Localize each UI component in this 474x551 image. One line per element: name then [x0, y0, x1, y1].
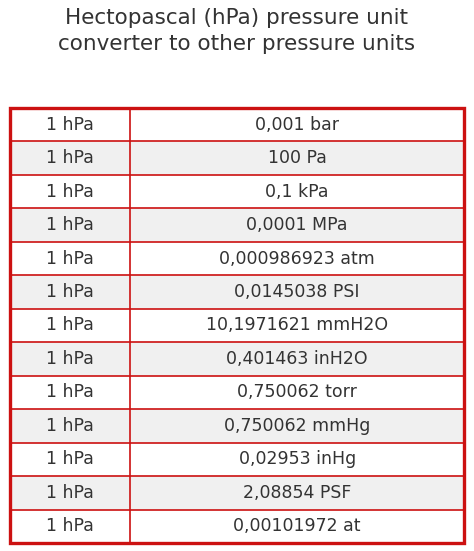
- Text: 1 hPa: 1 hPa: [46, 216, 94, 234]
- Text: 0,0001 MPa: 0,0001 MPa: [246, 216, 348, 234]
- Text: 0,001 bar: 0,001 bar: [255, 116, 339, 134]
- Bar: [10, 309, 464, 342]
- Bar: [10, 376, 464, 409]
- Text: 1 hPa: 1 hPa: [46, 417, 94, 435]
- Bar: [10, 108, 464, 543]
- Bar: [10, 276, 464, 309]
- Bar: [10, 342, 464, 376]
- Text: 1 hPa: 1 hPa: [46, 350, 94, 368]
- Text: 0,750062 torr: 0,750062 torr: [237, 383, 357, 402]
- Bar: [10, 208, 464, 242]
- Text: 1 hPa: 1 hPa: [46, 283, 94, 301]
- Text: Hectopascal (hPa) pressure unit
converter to other pressure units: Hectopascal (hPa) pressure unit converte…: [58, 8, 416, 53]
- Text: 1 hPa: 1 hPa: [46, 182, 94, 201]
- Text: 0,000986923 atm: 0,000986923 atm: [219, 250, 375, 268]
- Text: 1 hPa: 1 hPa: [46, 517, 94, 535]
- Text: 0,1 kPa: 0,1 kPa: [265, 182, 329, 201]
- Bar: [10, 476, 464, 510]
- Bar: [10, 442, 464, 476]
- Text: 1 hPa: 1 hPa: [46, 383, 94, 402]
- Text: 1 hPa: 1 hPa: [46, 116, 94, 134]
- Text: 1 hPa: 1 hPa: [46, 484, 94, 502]
- Text: 0,750062 mmHg: 0,750062 mmHg: [224, 417, 370, 435]
- Bar: [10, 108, 464, 142]
- Bar: [10, 142, 464, 175]
- Text: 2,08854 PSF: 2,08854 PSF: [243, 484, 351, 502]
- Bar: [10, 175, 464, 208]
- Text: 1 hPa: 1 hPa: [46, 250, 94, 268]
- Bar: [10, 510, 464, 543]
- Text: 10,1971621 mmH2O: 10,1971621 mmH2O: [206, 316, 388, 334]
- Bar: [10, 242, 464, 276]
- Text: 1 hPa: 1 hPa: [46, 149, 94, 167]
- Text: 0,0145038 PSI: 0,0145038 PSI: [235, 283, 360, 301]
- Bar: [10, 409, 464, 442]
- Text: 100 Pa: 100 Pa: [268, 149, 327, 167]
- Text: 0,401463 inH2O: 0,401463 inH2O: [227, 350, 368, 368]
- Text: 0,02953 inHg: 0,02953 inHg: [238, 450, 356, 468]
- Text: 0,00101972 at: 0,00101972 at: [233, 517, 361, 535]
- Text: 1 hPa: 1 hPa: [46, 316, 94, 334]
- Text: 1 hPa: 1 hPa: [46, 450, 94, 468]
